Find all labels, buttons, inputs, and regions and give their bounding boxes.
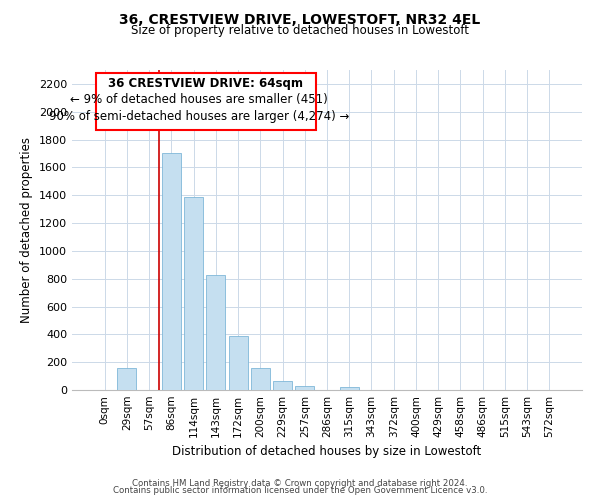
Bar	[340, 386, 359, 390]
Bar	[206, 274, 225, 390]
Bar	[251, 368, 270, 390]
X-axis label: Distribution of detached houses by size in Lowestoft: Distribution of detached houses by size …	[172, 446, 482, 458]
Text: Contains public sector information licensed under the Open Government Licence v3: Contains public sector information licen…	[113, 486, 487, 495]
Bar	[162, 154, 181, 390]
Text: Size of property relative to detached houses in Lowestoft: Size of property relative to detached ho…	[131, 24, 469, 37]
Text: ← 9% of detached houses are smaller (451): ← 9% of detached houses are smaller (451…	[70, 94, 328, 106]
Bar	[118, 368, 136, 390]
Text: 36, CRESTVIEW DRIVE, LOWESTOFT, NR32 4EL: 36, CRESTVIEW DRIVE, LOWESTOFT, NR32 4EL	[119, 12, 481, 26]
Text: Contains HM Land Registry data © Crown copyright and database right 2024.: Contains HM Land Registry data © Crown c…	[132, 478, 468, 488]
Bar	[184, 196, 203, 390]
Bar	[96, 73, 316, 130]
Bar	[273, 381, 292, 390]
Text: 36 CRESTVIEW DRIVE: 64sqm: 36 CRESTVIEW DRIVE: 64sqm	[109, 76, 304, 90]
Bar	[295, 386, 314, 390]
Y-axis label: Number of detached properties: Number of detached properties	[20, 137, 34, 323]
Bar	[229, 336, 248, 390]
Text: 90% of semi-detached houses are larger (4,274) →: 90% of semi-detached houses are larger (…	[49, 110, 349, 123]
